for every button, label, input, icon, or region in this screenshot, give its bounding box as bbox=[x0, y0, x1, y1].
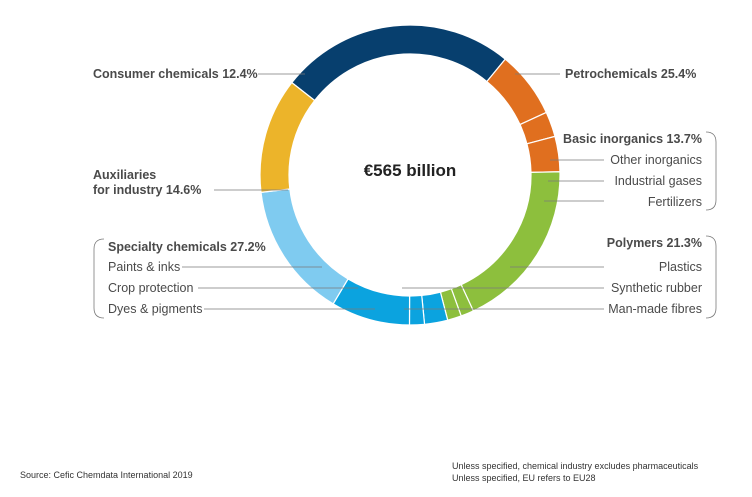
bracket-basic-inorganics bbox=[705, 131, 717, 211]
label-dyes-pigments: Dyes & pigments bbox=[108, 302, 202, 316]
segment-consumer-chemicals bbox=[259, 81, 316, 194]
bracket-specialty-chemicals bbox=[93, 238, 105, 319]
label-petrochemicals: Petrochemicals 25.4% bbox=[565, 67, 696, 81]
label-auxiliaries-line2: for industry 14.6% bbox=[93, 183, 201, 197]
label-other-inorganics: Other inorganics bbox=[610, 153, 702, 167]
label-consumer-chemicals: Consumer chemicals 12.4% bbox=[93, 67, 258, 81]
group-brackets bbox=[93, 131, 717, 319]
footnote-eu28: Unless specified, EU refers to EU28 bbox=[452, 473, 596, 483]
label-auxiliaries-line1: Auxiliaries bbox=[93, 168, 156, 182]
label-synthetic-rubber: Synthetic rubber bbox=[611, 281, 702, 295]
source-note: Source: Cefic Chemdata International 201… bbox=[20, 470, 193, 480]
label-crop-protection: Crop protection bbox=[108, 281, 194, 295]
label-polymers: Polymers 21.3% bbox=[607, 236, 702, 250]
label-industrial-gases: Industrial gases bbox=[614, 174, 702, 188]
label-paints-inks: Paints & inks bbox=[108, 260, 180, 274]
segment-auxiliaries-for-industry bbox=[260, 188, 349, 305]
bracket-polymers bbox=[705, 235, 717, 319]
label-specialty-chemicals: Specialty chemicals 27.2% bbox=[108, 240, 266, 254]
label-plastics: Plastics bbox=[659, 260, 702, 274]
label-man-made-fibres: Man-made fibres bbox=[608, 302, 702, 316]
footnote-pharma: Unless specified, chemical industry excl… bbox=[452, 461, 699, 471]
segment-crop-protection bbox=[408, 294, 426, 326]
label-fertilizers: Fertilizers bbox=[648, 195, 702, 209]
leader-lines bbox=[182, 73, 604, 310]
segment-paints-inks bbox=[332, 278, 411, 326]
donut-segments bbox=[259, 24, 561, 326]
label-basic-inorganics: Basic inorganics 13.7% bbox=[563, 132, 702, 146]
center-total-label: €565 billion bbox=[364, 161, 457, 180]
segment-plastics bbox=[460, 171, 561, 312]
segment-petrochemicals bbox=[290, 24, 507, 102]
